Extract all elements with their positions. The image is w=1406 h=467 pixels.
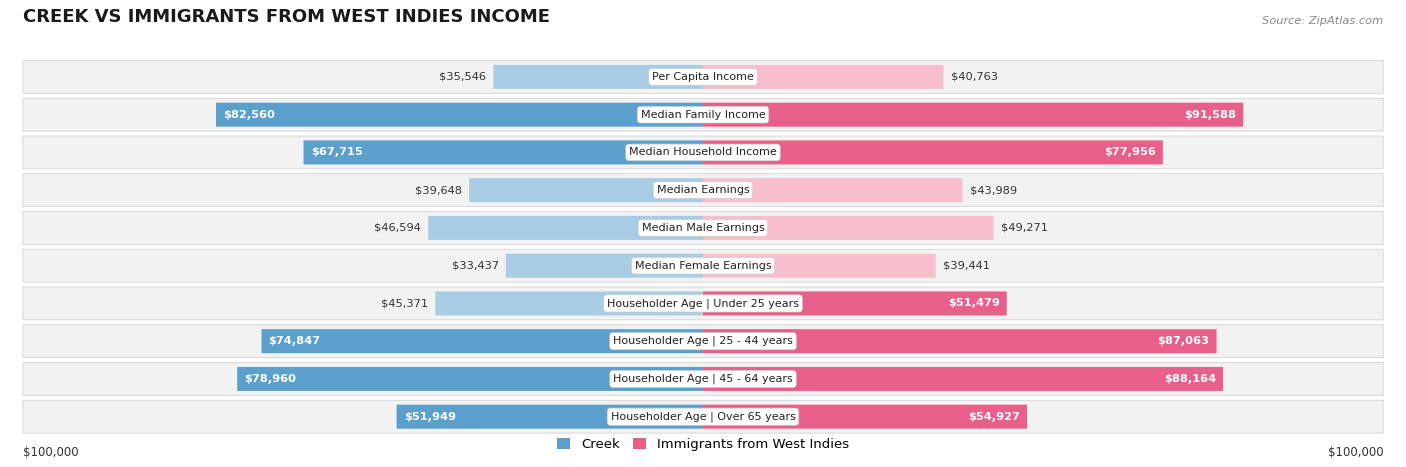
FancyBboxPatch shape <box>22 98 1384 131</box>
FancyBboxPatch shape <box>238 367 703 391</box>
Text: $74,847: $74,847 <box>269 336 321 346</box>
Text: $39,441: $39,441 <box>943 261 990 271</box>
FancyBboxPatch shape <box>703 65 943 89</box>
FancyBboxPatch shape <box>396 405 703 429</box>
FancyBboxPatch shape <box>304 141 703 164</box>
Text: $49,271: $49,271 <box>1001 223 1047 233</box>
FancyBboxPatch shape <box>262 329 703 353</box>
FancyBboxPatch shape <box>703 367 1223 391</box>
FancyBboxPatch shape <box>22 136 1384 169</box>
Text: Source: ZipAtlas.com: Source: ZipAtlas.com <box>1261 16 1384 26</box>
Text: CREEK VS IMMIGRANTS FROM WEST INDIES INCOME: CREEK VS IMMIGRANTS FROM WEST INDIES INC… <box>22 8 550 26</box>
Text: Householder Age | 45 - 64 years: Householder Age | 45 - 64 years <box>613 374 793 384</box>
Text: $88,164: $88,164 <box>1164 374 1216 384</box>
Text: $91,588: $91,588 <box>1184 110 1236 120</box>
FancyBboxPatch shape <box>494 65 703 89</box>
Text: Median Household Income: Median Household Income <box>628 148 778 157</box>
Legend: Creek, Immigrants from West Indies: Creek, Immigrants from West Indies <box>553 432 853 456</box>
Text: $40,763: $40,763 <box>950 72 997 82</box>
Text: $39,648: $39,648 <box>415 185 463 195</box>
Text: $51,479: $51,479 <box>948 298 1000 308</box>
Text: Householder Age | Under 25 years: Householder Age | Under 25 years <box>607 298 799 309</box>
FancyBboxPatch shape <box>22 249 1384 282</box>
Text: $82,560: $82,560 <box>224 110 276 120</box>
FancyBboxPatch shape <box>703 329 1216 353</box>
Text: $67,715: $67,715 <box>311 148 363 157</box>
Text: $87,063: $87,063 <box>1157 336 1209 346</box>
FancyBboxPatch shape <box>22 362 1384 396</box>
FancyBboxPatch shape <box>217 103 703 127</box>
Text: $51,949: $51,949 <box>404 412 456 422</box>
FancyBboxPatch shape <box>703 291 1007 315</box>
FancyBboxPatch shape <box>703 254 935 278</box>
Text: $78,960: $78,960 <box>245 374 297 384</box>
Text: Median Earnings: Median Earnings <box>657 185 749 195</box>
FancyBboxPatch shape <box>703 141 1163 164</box>
FancyBboxPatch shape <box>436 291 703 315</box>
FancyBboxPatch shape <box>506 254 703 278</box>
Text: $35,546: $35,546 <box>439 72 486 82</box>
FancyBboxPatch shape <box>22 287 1384 320</box>
Text: $45,371: $45,371 <box>381 298 429 308</box>
FancyBboxPatch shape <box>703 216 994 240</box>
Text: Householder Age | 25 - 44 years: Householder Age | 25 - 44 years <box>613 336 793 347</box>
Text: $100,000: $100,000 <box>22 446 79 459</box>
FancyBboxPatch shape <box>22 400 1384 433</box>
Text: $100,000: $100,000 <box>1327 446 1384 459</box>
Text: $43,989: $43,989 <box>970 185 1017 195</box>
FancyBboxPatch shape <box>429 216 703 240</box>
Text: $77,956: $77,956 <box>1104 148 1156 157</box>
FancyBboxPatch shape <box>470 178 703 202</box>
Text: Median Female Earnings: Median Female Earnings <box>634 261 772 271</box>
FancyBboxPatch shape <box>703 103 1243 127</box>
Text: Per Capita Income: Per Capita Income <box>652 72 754 82</box>
Text: $33,437: $33,437 <box>451 261 499 271</box>
FancyBboxPatch shape <box>703 178 963 202</box>
FancyBboxPatch shape <box>22 61 1384 93</box>
Text: Median Family Income: Median Family Income <box>641 110 765 120</box>
Text: Householder Age | Over 65 years: Householder Age | Over 65 years <box>610 411 796 422</box>
Text: $54,927: $54,927 <box>969 412 1019 422</box>
FancyBboxPatch shape <box>22 325 1384 358</box>
FancyBboxPatch shape <box>22 212 1384 244</box>
Text: $46,594: $46,594 <box>374 223 420 233</box>
FancyBboxPatch shape <box>22 174 1384 206</box>
FancyBboxPatch shape <box>703 405 1026 429</box>
Text: Median Male Earnings: Median Male Earnings <box>641 223 765 233</box>
